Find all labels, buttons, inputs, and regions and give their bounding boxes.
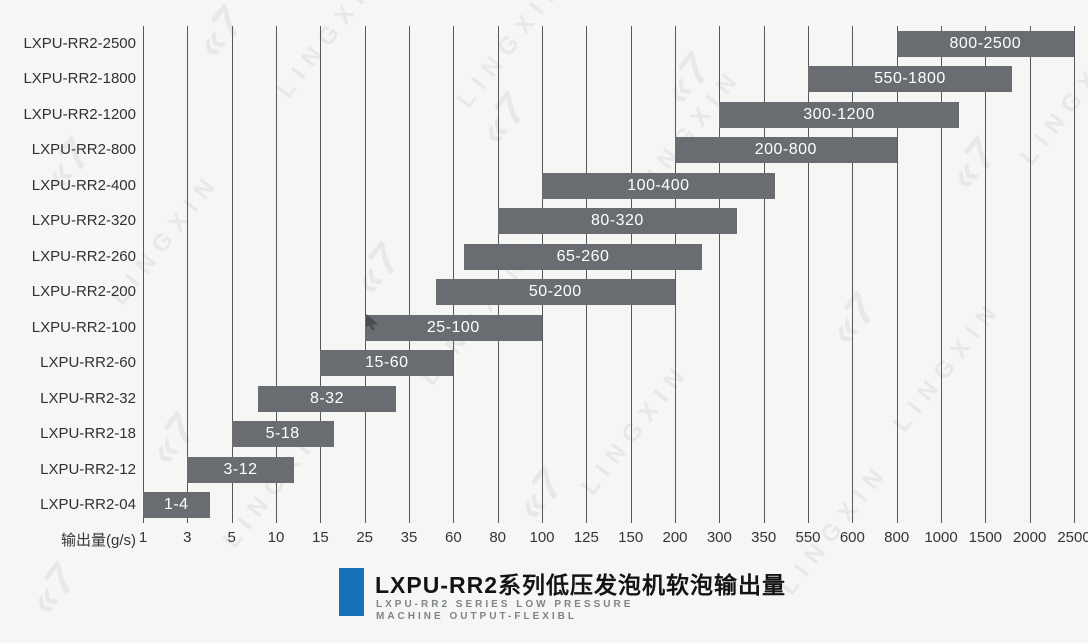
x-tick-label: 60 — [444, 529, 462, 546]
x-tick-label: 35 — [400, 529, 418, 546]
chart-title: LXPU-RR2系列低压发泡机软泡输出量 — [375, 572, 787, 598]
range-bar: 800-2500 — [896, 30, 1074, 57]
range-bar: 1-4 — [143, 492, 210, 519]
category-label: LXPU-RR2-400 — [31, 176, 136, 194]
category-label: LXPU-RR2-1200 — [23, 105, 136, 123]
range-bar: 200-800 — [675, 137, 897, 164]
title-accent-bar — [339, 568, 364, 616]
range-bar: 100-400 — [542, 172, 775, 199]
range-bar: 5-18 — [231, 421, 334, 448]
gridline — [320, 26, 322, 523]
x-tick-label: 25 — [356, 529, 373, 546]
x-tick-label: 1 — [138, 529, 148, 546]
cursor-icon — [366, 314, 378, 330]
category-label: LXPU-RR2-1800 — [23, 70, 136, 88]
range-bar: 25-100 — [364, 314, 542, 341]
gridline — [586, 26, 588, 523]
gridline — [675, 26, 676, 523]
range-bar: 15-60 — [320, 350, 454, 377]
gridline — [896, 26, 898, 523]
x-tick-label: 800 — [884, 529, 910, 546]
gridline — [808, 26, 809, 523]
gridline — [542, 26, 543, 523]
category-label: LXPU-RR2-320 — [31, 212, 136, 230]
range-bar: 8-32 — [258, 385, 396, 412]
x-tick-label: 2000 — [1012, 529, 1047, 546]
category-label: LXPU-RR2-04 — [40, 496, 136, 514]
gridline — [409, 26, 410, 523]
range-bar: 550-1800 — [808, 66, 1012, 93]
x-tick-label: 10 — [267, 529, 285, 546]
x-tick-label: 15 — [311, 529, 329, 546]
chart-subtitle-line1: LXPU-RR2 SERIES LOW PRESSURE — [376, 599, 634, 610]
gridline — [231, 26, 233, 523]
range-bar: 65-260 — [464, 243, 702, 270]
chart-subtitle-line2: MACHINE OUTPUT-FLEXIBL — [376, 611, 577, 622]
category-label: LXPU-RR2-12 — [40, 460, 136, 478]
x-tick-label: 150 — [618, 529, 644, 546]
x-axis-label: 输出量(g/s) — [60, 532, 136, 549]
x-tick-label: 80 — [489, 529, 506, 546]
range-bar: 50-200 — [435, 279, 675, 306]
gridline — [719, 26, 721, 523]
category-label: LXPU-RR2-260 — [31, 247, 136, 265]
category-label: LXPU-RR2-18 — [40, 425, 136, 443]
x-tick-label: 1500 — [968, 529, 1003, 546]
x-tick-label: 550 — [795, 529, 821, 546]
range-bar: 300-1200 — [719, 101, 959, 128]
category-label: LXPU-RR2-800 — [31, 141, 136, 159]
gridline — [763, 26, 765, 523]
gridline — [1074, 26, 1075, 523]
gridline — [630, 26, 632, 523]
x-tick-label: 350 — [751, 529, 777, 546]
gridline — [941, 26, 942, 523]
gridline — [143, 26, 144, 523]
x-tick-label: 5 — [227, 529, 236, 546]
x-tick-label: 300 — [706, 529, 732, 546]
category-label: LXPU-RR2-60 — [40, 354, 136, 372]
x-tick-label: 200 — [662, 529, 688, 546]
category-label: LXPU-RR2-200 — [31, 283, 136, 301]
category-label: LXPU-RR2-32 — [40, 389, 136, 407]
gridline — [453, 26, 455, 523]
category-label: LXPU-RR2-2500 — [23, 34, 136, 52]
gridline — [497, 26, 499, 523]
x-tick-label: 125 — [573, 529, 599, 546]
gridline — [187, 26, 189, 523]
gridline — [1029, 26, 1031, 523]
range-bar: 3-12 — [187, 456, 294, 483]
x-tick-label: 600 — [839, 529, 865, 546]
gridline — [364, 26, 366, 523]
category-label: LXPU-RR2-100 — [31, 318, 136, 336]
x-tick-label: 2500 — [1057, 529, 1088, 546]
x-tick-label: 3 — [183, 529, 192, 546]
gridline — [276, 26, 277, 523]
range-bar: 80-320 — [497, 208, 738, 235]
x-tick-label: 1000 — [924, 529, 958, 546]
gridline — [985, 26, 987, 523]
x-tick-label: 100 — [529, 529, 555, 546]
gridline — [852, 26, 854, 523]
